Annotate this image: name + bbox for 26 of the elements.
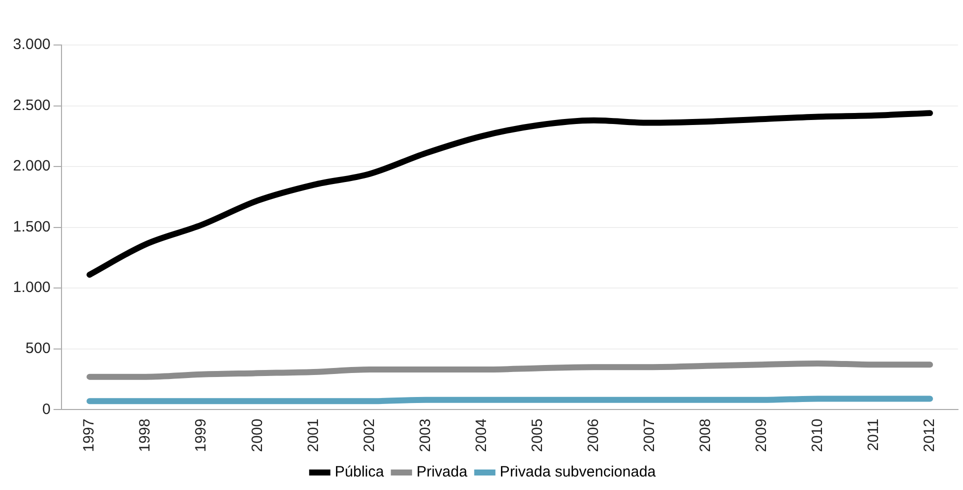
x-tick-label: 2003 (416, 418, 434, 452)
legend-label: Privada subvencionada (500, 464, 656, 481)
x-tick-label: 2002 (360, 418, 378, 452)
x-tick-label: 2008 (697, 418, 714, 452)
y-tick-label: 3.000 (12, 36, 51, 54)
legend-label: Pública (334, 464, 385, 481)
x-tick-label: 1999 (192, 418, 210, 452)
x-tick-label: 2000 (248, 418, 266, 452)
x-tick-label: 2005 (528, 418, 546, 452)
y-tick-label: 1.500 (12, 218, 51, 236)
x-tick-label: 1997 (80, 418, 98, 452)
y-tick-label: 1.000 (12, 279, 51, 296)
x-tick-label: 2001 (304, 418, 322, 452)
x-tick-label: 2012 (921, 418, 938, 452)
y-tick-label: 2.000 (12, 158, 51, 175)
x-tick-label: 1998 (136, 418, 154, 452)
x-tick-label: 2004 (472, 418, 490, 452)
y-tick-label: 500 (26, 340, 51, 357)
x-tick-label: 2011 (865, 418, 882, 451)
legend-label: Privada (416, 464, 468, 481)
x-tick-label: 2009 (753, 418, 770, 452)
x-tick-label: 2010 (809, 418, 826, 452)
x-tick-label: 2006 (584, 418, 602, 452)
x-tick-label: 2007 (640, 418, 658, 452)
y-tick-label: 2.500 (12, 96, 51, 114)
y-tick-label: 0 (42, 400, 51, 418)
